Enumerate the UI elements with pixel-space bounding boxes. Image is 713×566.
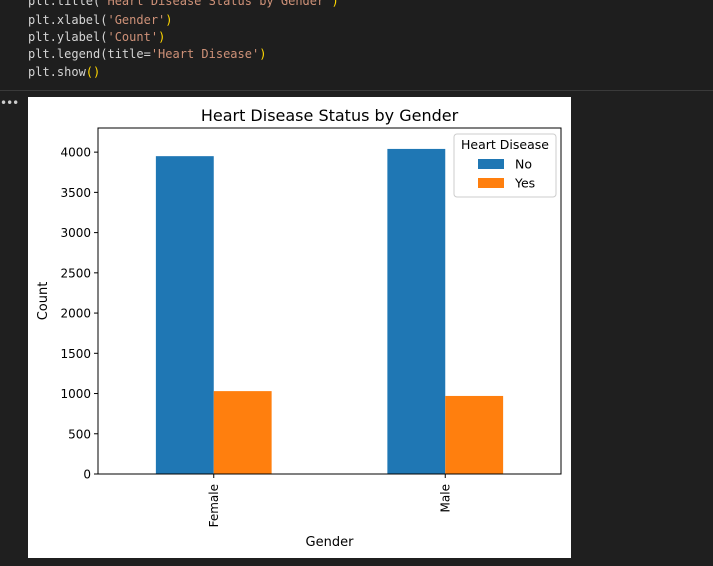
code-token: ): [259, 47, 267, 61]
y-tick-label: 1000: [60, 387, 91, 401]
y-tick-label: 3000: [60, 226, 91, 240]
y-tick-label: 0: [83, 468, 91, 482]
code-line: plt.show(): [28, 63, 100, 81]
y-tick-label: 2500: [60, 266, 91, 280]
bar-yes-male: [445, 395, 504, 474]
code-string-token: 'Heart Disease Status by Gender': [100, 0, 332, 8]
bar-no-female: [155, 156, 214, 475]
bar-yes-female: [213, 391, 272, 474]
legend-label: Yes: [514, 176, 535, 191]
code-token: ): [331, 0, 339, 8]
axes-frame: [97, 127, 562, 475]
x-axis-label: Gender: [306, 535, 355, 550]
legend-label: No: [515, 157, 532, 172]
legend-swatch-no: [478, 159, 504, 169]
code-token: plt.show: [28, 65, 86, 79]
code-token: ): [158, 30, 166, 44]
code-string-token: 'Heart Disease': [150, 47, 260, 61]
x-tick-label: Female: [207, 484, 221, 527]
y-tick-label: 3500: [60, 186, 91, 200]
y-tick-label: 1500: [60, 347, 91, 361]
legend-title: Heart Disease: [461, 137, 549, 152]
bar-no-male: [387, 148, 446, 474]
code-string-token: 'Gender': [107, 13, 166, 27]
y-tick-label: 2000: [60, 307, 91, 321]
y-tick-label: 500: [68, 427, 91, 441]
code-line: plt.title('Heart Disease Status by Gende…: [28, 0, 339, 10]
code-token: plt.xlabel(: [28, 13, 108, 27]
code-token: plt.title(: [28, 0, 101, 8]
code-token: plt.legend(title=: [28, 47, 151, 61]
x-tick-label: Male: [438, 484, 452, 512]
code-line: plt.ylabel('Count'): [28, 28, 165, 46]
chart-title: Heart Disease Status by Gender: [201, 106, 459, 125]
ellipsis-icon[interactable]: •••: [0, 96, 19, 110]
code-token: ): [165, 13, 173, 27]
y-tick-label: 4000: [60, 146, 91, 160]
code-line: plt.legend(title='Heart Disease'): [28, 45, 266, 63]
code-line: plt.xlabel('Gender'): [28, 11, 173, 29]
chart-figure: Heart Disease Status by Gender Female Male…: [28, 97, 571, 558]
bar-chart: Heart Disease Status by Gender Female Male…: [36, 106, 562, 550]
legend-swatch-yes: [478, 178, 504, 188]
code-token: plt.ylabel(: [28, 30, 108, 44]
code-string-token: 'Count': [107, 30, 159, 44]
code-cell[interactable]: plt.title('Heart Disease Status by Gende…: [0, 0, 713, 90]
code-token: (): [85, 65, 101, 79]
y-axis-label: Count: [36, 282, 51, 321]
cell-divider: [0, 90, 713, 91]
